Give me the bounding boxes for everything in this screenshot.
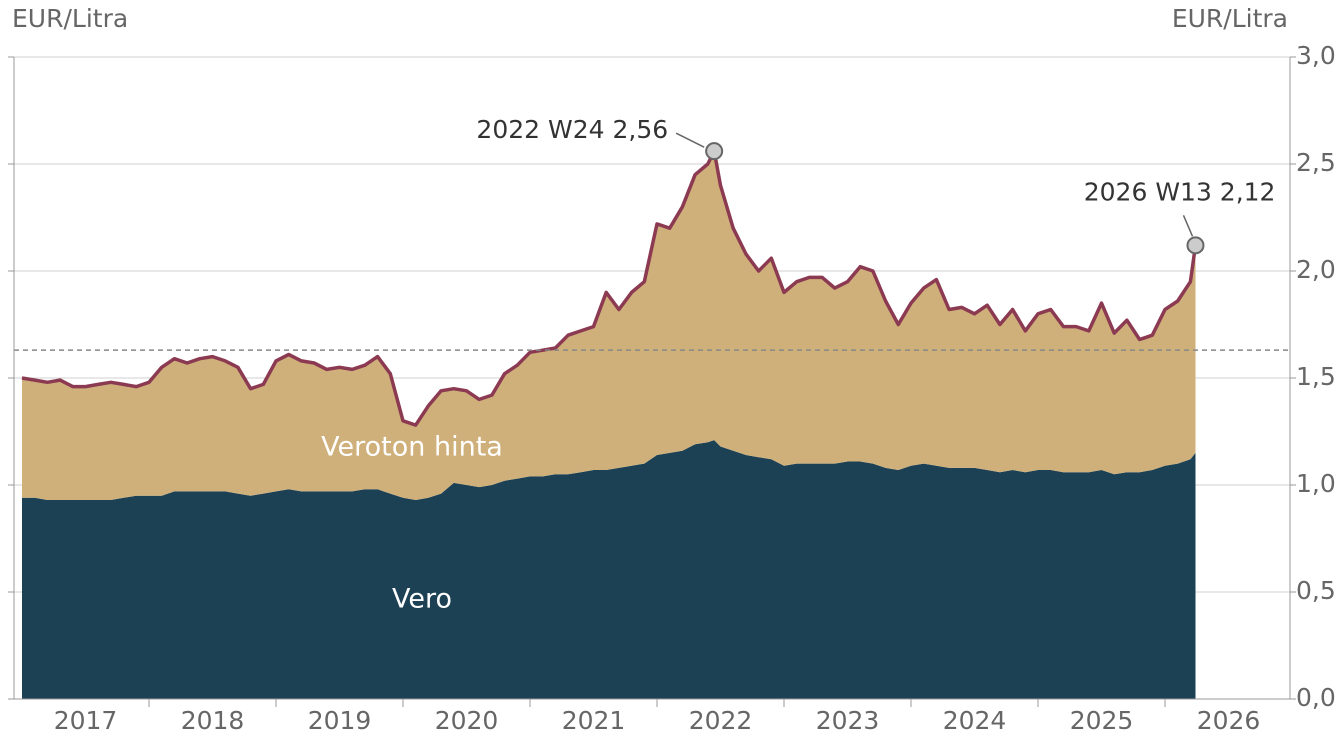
x-tick-label: 2021	[562, 706, 626, 735]
y-tick-label: 2,0	[1296, 255, 1336, 284]
x-tick-label: 2025	[1070, 706, 1134, 735]
x-tick-label: 2017	[54, 706, 118, 735]
series-label: Veroton hinta	[321, 432, 503, 463]
x-tick-label: 2023	[816, 706, 880, 735]
annotation: 2026 W13 2,12	[1084, 177, 1276, 206]
annotation-point	[1186, 236, 1205, 255]
area	[22, 151, 1196, 500]
leader-line	[1182, 215, 1194, 237]
x-tick-label: 2020	[435, 706, 499, 735]
total-line	[21, 149, 1198, 427]
y-tick-label: 1,5	[1296, 362, 1336, 391]
y-tick-label: 2,5	[1296, 148, 1336, 177]
annotation-point	[705, 142, 724, 161]
x-tick-label: 2026	[1197, 706, 1261, 735]
y-tick-label: 0,5	[1296, 576, 1336, 605]
y-tick-label: 3,0	[1296, 41, 1336, 70]
x-tick-label: 2018	[181, 706, 245, 735]
x-tick-label: 2024	[943, 706, 1007, 735]
y-axis-label-left: EUR/Litra	[12, 4, 128, 33]
y-tick-label: 0,0	[1296, 683, 1336, 712]
x-tick-label: 2022	[689, 706, 753, 735]
x-tick-label: 2019	[308, 706, 372, 735]
leader-line	[675, 132, 705, 148]
annotation: 2022 W24 2,56	[476, 115, 668, 144]
area	[22, 440, 1196, 699]
series-label: Vero	[392, 584, 452, 615]
y-tick-label: 1,0	[1296, 469, 1336, 498]
y-axis-label-right: EUR/Litra	[1172, 4, 1288, 33]
